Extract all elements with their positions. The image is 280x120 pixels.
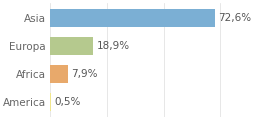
- Text: 72,6%: 72,6%: [218, 13, 251, 23]
- Bar: [50, 65, 68, 83]
- Text: 0,5%: 0,5%: [55, 97, 81, 107]
- Bar: [50, 9, 215, 27]
- Bar: [50, 37, 93, 55]
- Text: 18,9%: 18,9%: [96, 41, 130, 51]
- Text: 7,9%: 7,9%: [71, 69, 98, 79]
- Bar: [50, 93, 51, 111]
